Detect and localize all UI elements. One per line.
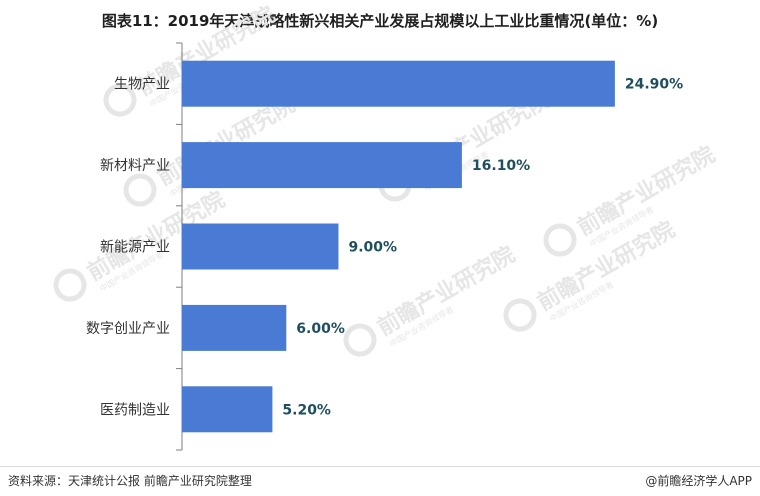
watermark-logo [53,268,87,302]
bar [182,386,273,433]
footer: 资料来源：天津统计公报 前瞻产业研究院整理 @前瞻经济学人APP [0,466,760,496]
bar [182,142,462,189]
value-labels: 24.90% 16.10% 9.00% 6.00% 5.20% [282,77,683,419]
category-label: 生物产业 [114,77,170,93]
value-label: 5.20% [282,402,331,418]
watermark-logo [343,323,377,357]
category-label: 新能源产业 [100,240,170,256]
bar-series [182,60,615,433]
credit-note: @前瞻经济学人APP [645,474,752,488]
value-label: 24.90% [625,77,683,93]
watermark-logo [503,298,537,332]
watermark-brand: 前瞻产业研究院 [373,242,519,342]
source-note: 资料来源：天津统计公报 前瞻产业研究院整理 [8,474,252,488]
value-label: 6.00% [296,321,345,337]
category-label: 医药制造业 [100,402,170,418]
bar-chart: 前瞻产业研究院中国产业咨询领导者前瞻产业研究院中国产业咨询领导者前瞻产业研究院中… [53,2,719,451]
watermark-brand: 前瞻产业研究院 [573,142,719,242]
bar [182,304,287,351]
axis-ticks [176,42,182,451]
category-label: 数字创业产业 [86,321,170,337]
watermark-logo [543,223,577,257]
category-label: 新材料产业 [100,158,170,174]
chart-title: 图表11：2019年天津战略性新兴相关产业发展占规模以上工业比重情况(单位：%) [101,12,659,30]
bar [182,223,339,270]
watermark-logo [123,173,157,207]
value-label: 9.00% [348,240,397,256]
watermark-logo [103,83,137,117]
value-label: 16.10% [472,158,530,174]
bar [182,60,615,107]
